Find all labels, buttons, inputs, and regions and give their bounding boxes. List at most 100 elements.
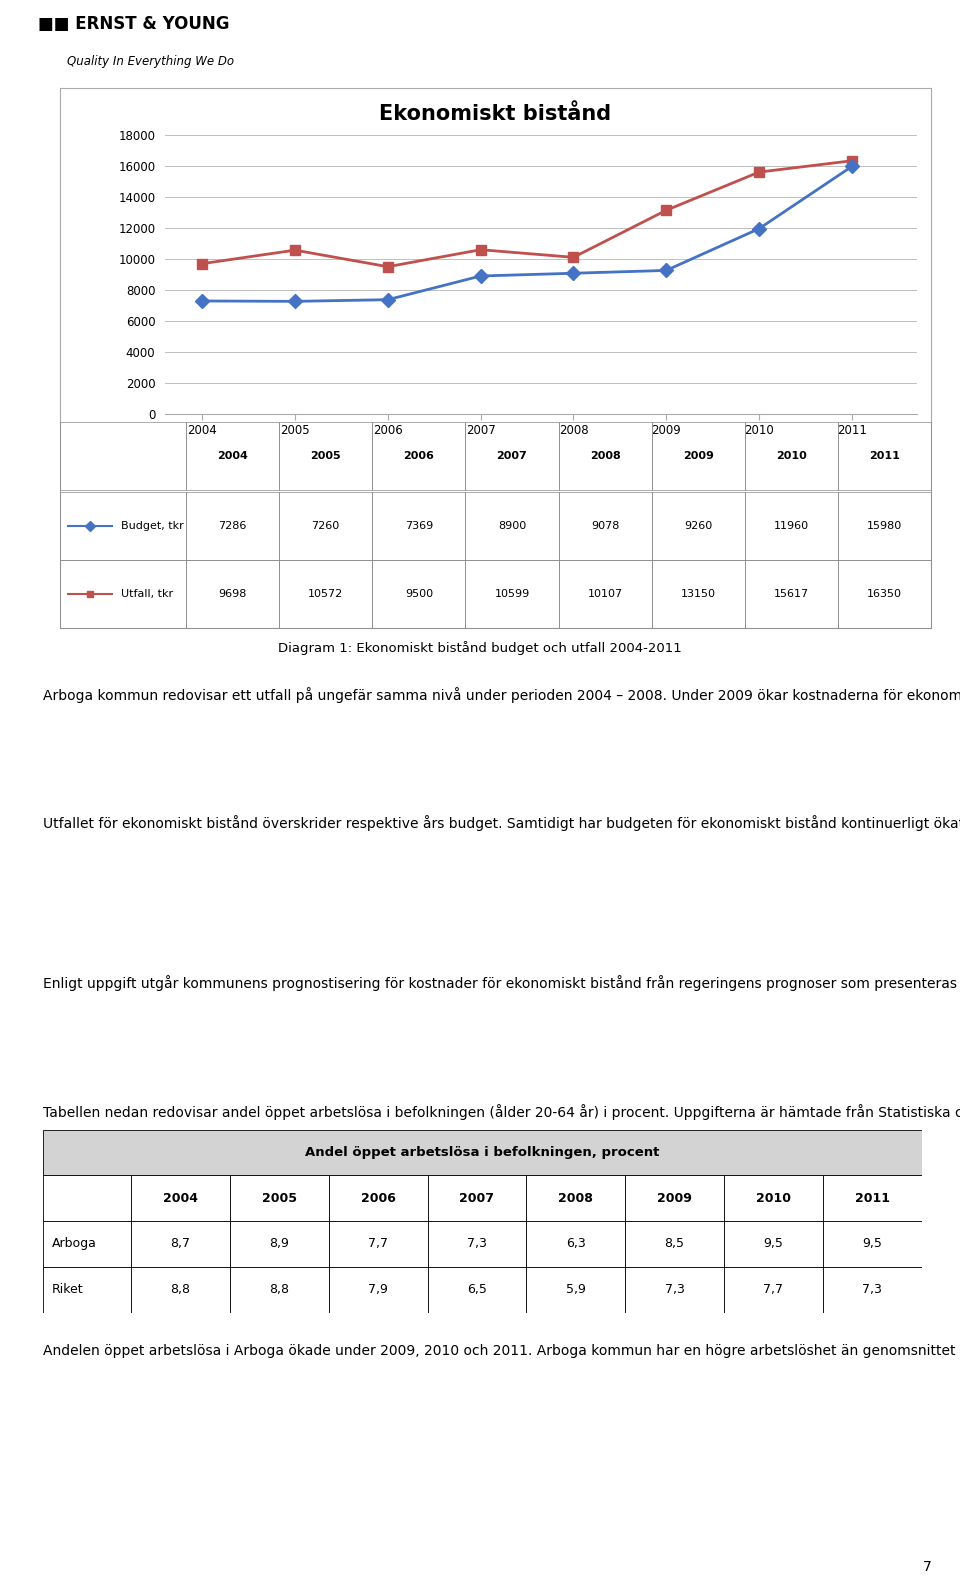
Text: 7260: 7260 xyxy=(312,522,340,531)
Text: 7,3: 7,3 xyxy=(467,1238,487,1251)
Text: 9,5: 9,5 xyxy=(763,1238,783,1251)
Bar xyxy=(186,422,279,490)
Bar xyxy=(279,492,372,560)
Bar xyxy=(186,560,279,628)
Bar xyxy=(823,1266,922,1313)
Bar xyxy=(526,1222,625,1266)
Text: Utfall, tkr: Utfall, tkr xyxy=(121,589,173,600)
Text: 2004: 2004 xyxy=(217,450,248,461)
Bar xyxy=(838,422,931,490)
Bar xyxy=(823,1222,922,1266)
Text: 6,3: 6,3 xyxy=(565,1238,586,1251)
Bar xyxy=(652,492,745,560)
Text: 7,7: 7,7 xyxy=(763,1284,783,1297)
Text: 10107: 10107 xyxy=(588,589,623,600)
Text: Andel öppet arbetslösa i befolkningen, procent: Andel öppet arbetslösa i befolkningen, p… xyxy=(305,1146,660,1158)
Bar xyxy=(427,1266,526,1313)
Bar xyxy=(328,1222,427,1266)
Text: 13150: 13150 xyxy=(681,589,716,600)
Text: 2006: 2006 xyxy=(361,1192,396,1204)
Bar xyxy=(229,1176,328,1222)
Bar xyxy=(526,1176,625,1222)
Text: 2006: 2006 xyxy=(403,450,434,461)
Text: 6,5: 6,5 xyxy=(467,1284,487,1297)
Text: 7369: 7369 xyxy=(405,522,433,531)
Text: 2010: 2010 xyxy=(776,450,806,461)
Bar xyxy=(466,422,559,490)
Bar xyxy=(328,1266,427,1313)
Text: 2008: 2008 xyxy=(589,450,620,461)
Bar xyxy=(427,1222,526,1266)
Text: Quality In Everything We Do: Quality In Everything We Do xyxy=(67,54,234,68)
Bar xyxy=(466,492,559,560)
Text: 8,5: 8,5 xyxy=(664,1238,684,1251)
Bar xyxy=(559,422,652,490)
Text: 9,5: 9,5 xyxy=(862,1238,882,1251)
Bar xyxy=(724,1176,823,1222)
Text: 9260: 9260 xyxy=(684,522,712,531)
Bar xyxy=(427,1176,526,1222)
Bar xyxy=(652,560,745,628)
Bar xyxy=(43,1222,131,1266)
Text: 11960: 11960 xyxy=(774,522,809,531)
Bar xyxy=(625,1266,724,1313)
Text: 5,9: 5,9 xyxy=(565,1284,586,1297)
Bar xyxy=(838,492,931,560)
Bar xyxy=(724,1222,823,1266)
Bar xyxy=(745,422,838,490)
Text: 2009: 2009 xyxy=(683,450,713,461)
Text: Ekonomiskt bistånd: Ekonomiskt bistånd xyxy=(379,103,612,124)
Text: 15980: 15980 xyxy=(867,522,902,531)
Text: 2011: 2011 xyxy=(869,450,900,461)
Text: 2010: 2010 xyxy=(756,1192,791,1204)
Text: 15617: 15617 xyxy=(774,589,809,600)
Text: 9078: 9078 xyxy=(591,522,619,531)
Text: 8,7: 8,7 xyxy=(171,1238,190,1251)
Bar xyxy=(60,492,186,560)
Bar xyxy=(823,1176,922,1222)
Bar xyxy=(652,422,745,490)
Bar xyxy=(625,1222,724,1266)
Bar xyxy=(372,560,466,628)
Text: 2005: 2005 xyxy=(262,1192,297,1204)
Text: 2007: 2007 xyxy=(460,1192,494,1204)
Text: 7,3: 7,3 xyxy=(664,1284,684,1297)
Bar xyxy=(559,560,652,628)
Text: 8900: 8900 xyxy=(498,522,526,531)
Text: 9698: 9698 xyxy=(218,589,247,600)
Text: 2007: 2007 xyxy=(496,450,527,461)
Text: 2004: 2004 xyxy=(163,1192,198,1204)
Bar xyxy=(131,1266,229,1313)
Bar xyxy=(526,1266,625,1313)
Bar xyxy=(279,560,372,628)
Text: 7: 7 xyxy=(923,1561,931,1573)
Bar xyxy=(43,1266,131,1313)
Bar xyxy=(131,1176,229,1222)
Text: Arboga kommun redovisar ett utfall på ungefär samma nivå under perioden 2004 – 2: Arboga kommun redovisar ett utfall på un… xyxy=(43,687,960,703)
Bar xyxy=(328,1176,427,1222)
Text: Andelen öppet arbetslösa i Arboga ökade under 2009, 2010 och 2011. Arboga kommun: Andelen öppet arbetslösa i Arboga ökade … xyxy=(43,1344,960,1359)
Text: 2011: 2011 xyxy=(854,1192,890,1204)
Text: Diagram 1: Ekonomiskt bistånd budget och utfall 2004-2011: Diagram 1: Ekonomiskt bistånd budget och… xyxy=(278,641,682,655)
Text: 7,9: 7,9 xyxy=(368,1284,388,1297)
Text: 7286: 7286 xyxy=(218,522,247,531)
Text: 2005: 2005 xyxy=(310,450,341,461)
Bar xyxy=(745,560,838,628)
Text: 10599: 10599 xyxy=(494,589,530,600)
Bar xyxy=(279,422,372,490)
Bar xyxy=(60,422,186,490)
Bar xyxy=(559,492,652,560)
Text: Budget, tkr: Budget, tkr xyxy=(121,522,183,531)
Text: 16350: 16350 xyxy=(867,589,902,600)
Bar xyxy=(625,1176,724,1222)
Bar xyxy=(43,1130,922,1176)
Text: ■■ ERNST & YOUNG: ■■ ERNST & YOUNG xyxy=(38,14,229,33)
Bar xyxy=(60,560,186,628)
Bar xyxy=(229,1222,328,1266)
Bar xyxy=(43,1176,131,1222)
Text: Enligt uppgift utgår kommunens prognostisering för kostnader för ekonomiskt bist: Enligt uppgift utgår kommunens prognosti… xyxy=(43,975,960,991)
Bar xyxy=(186,492,279,560)
Text: 8,8: 8,8 xyxy=(269,1284,289,1297)
Text: 9500: 9500 xyxy=(405,589,433,600)
Text: 2009: 2009 xyxy=(657,1192,692,1204)
